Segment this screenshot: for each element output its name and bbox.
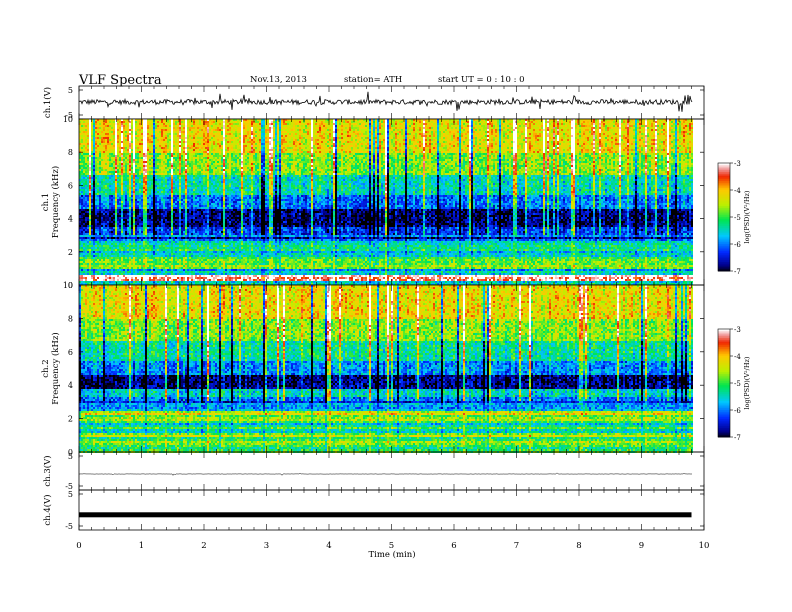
- y-tick-label: 2: [68, 248, 73, 257]
- colorbar-tick-label: -3: [734, 326, 741, 334]
- colorbar-label: log(PSD)(V²/Hz): [743, 190, 751, 243]
- y-axis-label: ch.4(V): [42, 494, 53, 525]
- x-tick-label: 1: [139, 541, 144, 551]
- start-time-label: start UT = 0 : 10 : 0: [438, 75, 525, 85]
- x-tick-label: 2: [201, 541, 206, 551]
- x-tick-label: 8: [576, 541, 581, 551]
- y-tick-label: 8: [68, 148, 73, 157]
- x-tick-label: 6: [451, 541, 456, 551]
- ch4-trace: [79, 512, 692, 517]
- colorbar-tick-label: -6: [734, 407, 741, 415]
- x-tick-label: 0: [76, 541, 81, 551]
- colorbar-tick-label: -6: [734, 241, 741, 249]
- y-tick-label: 6: [68, 348, 73, 357]
- channel-label: ch.1: [41, 193, 51, 211]
- colorbar-tick-label: -7: [734, 434, 741, 442]
- ch3-trace: [79, 473, 692, 476]
- spectrogram-image: [79, 119, 693, 285]
- y-tick-label: -5: [65, 522, 73, 531]
- y-tick-label: 5: [68, 490, 73, 499]
- y-tick-label: 4: [68, 381, 73, 390]
- channel-label: ch.2: [41, 359, 51, 377]
- x-tick-label: 10: [699, 541, 710, 551]
- y-tick-label: 8: [68, 314, 73, 323]
- colorbar-tick-label: -5: [734, 380, 741, 388]
- x-tick-label: 7: [514, 541, 519, 551]
- colorbar-tick-label: -4: [734, 187, 741, 195]
- y-tick-label: 4: [68, 215, 73, 224]
- y-tick-label: 10: [63, 281, 73, 290]
- date-label: Nov.13, 2013: [250, 75, 307, 85]
- x-tick-label: 3: [264, 541, 269, 551]
- y-tick-label: 2: [68, 415, 73, 424]
- colorbar-tick-label: -5: [734, 214, 741, 222]
- x-axis-label: Time (min): [368, 549, 415, 560]
- colorbar-tick-label: -7: [734, 268, 741, 276]
- y-axis-label: ch.3(V): [42, 455, 53, 486]
- y-axis-label: ch.1(V): [42, 87, 53, 118]
- station-label: station= ATH: [344, 75, 402, 85]
- ch1-trace: [79, 92, 692, 112]
- y-tick-label: 5: [68, 86, 73, 95]
- y-tick-label: 10: [63, 115, 73, 124]
- x-tick-label: 4: [326, 541, 331, 551]
- y-axis-label: Frequency (kHz): [50, 332, 61, 404]
- y-tick-label: 6: [68, 181, 73, 190]
- y-axis-label: Frequency (kHz): [50, 166, 61, 238]
- colorbar-tick-label: -3: [734, 160, 741, 168]
- colorbar-label: log(PSD)(V²/Hz): [743, 356, 751, 409]
- x-tick-label: 9: [639, 541, 644, 551]
- spectrogram-image: [79, 285, 693, 453]
- y-tick-label: 5: [68, 452, 73, 461]
- colorbar-tick-label: -4: [734, 353, 741, 361]
